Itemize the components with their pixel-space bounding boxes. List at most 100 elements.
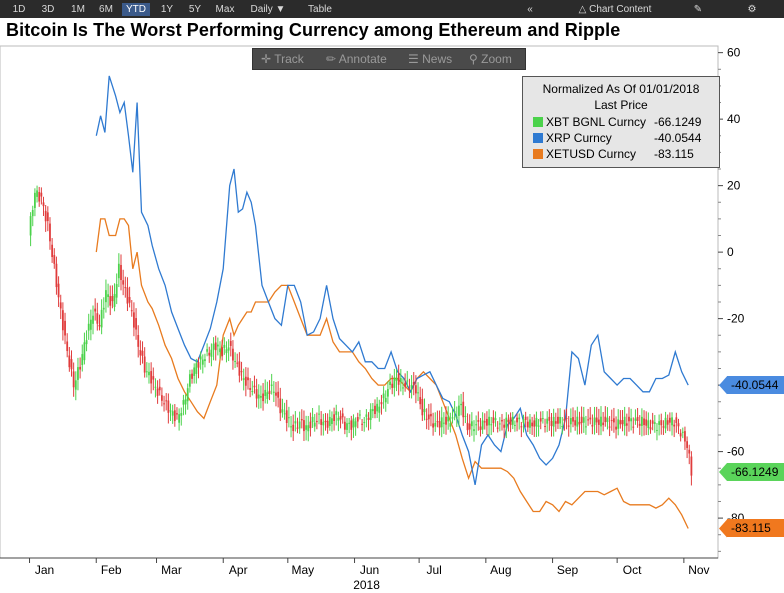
xbt-candle-body (550, 420, 553, 426)
xbt-candle-body (180, 413, 183, 416)
xbt-candle-body (690, 456, 693, 476)
chart-icon: △ (578, 4, 587, 15)
x-tick-label: Jun (360, 563, 379, 577)
range-button-5y[interactable]: 5Y (188, 4, 202, 15)
xbt-candle-body (219, 348, 221, 353)
range-button-1m[interactable]: 1M (71, 4, 85, 15)
range-button-max[interactable]: Max (215, 4, 235, 15)
xbt-candle-body (595, 417, 598, 423)
xbt-candle-body (350, 420, 353, 430)
xbt-candle-body (640, 416, 643, 426)
settings-gear-icon[interactable]: ⚙ (747, 4, 757, 15)
xbt-candle-body (440, 417, 443, 428)
xbt-candle-body (42, 202, 45, 207)
xbt-candle-body (436, 421, 439, 423)
xbt-candle-body (681, 431, 684, 433)
xbt-candle-body (486, 418, 488, 426)
track-tool[interactable]: ✛ Track (261, 49, 304, 69)
xbt-candle-body (352, 418, 355, 428)
crosshair-icon: ✛ (261, 52, 272, 66)
xbt-candle-body (496, 427, 499, 429)
xbt-candle-body (524, 416, 527, 420)
range-button-3d[interactable]: 3D (41, 4, 55, 15)
xbt-candle-body (492, 417, 495, 424)
xbt-candle-body (341, 413, 344, 418)
xbt-candle-body (658, 421, 661, 425)
xbt-last-tag-pointer (719, 462, 727, 481)
xbt-candle-body (234, 361, 236, 363)
xbt-candle-body (216, 344, 219, 347)
xbt-candle-body (656, 429, 658, 431)
xbt-candle-body (163, 403, 165, 405)
period-dropdown[interactable]: Daily ▼ (244, 3, 292, 16)
xbt-candle-body (122, 280, 125, 285)
xbt-candle-body (419, 397, 422, 405)
xbt-candle-body (559, 416, 562, 424)
xbt-candle-body (466, 422, 469, 431)
xbt-candle-body (688, 449, 691, 454)
table-button[interactable]: Table (308, 4, 332, 15)
track-label: Track (274, 52, 304, 66)
annotate-tool[interactable]: ✏ Annotate (326, 49, 387, 69)
range-button-6m[interactable]: 6M (99, 4, 113, 15)
xbt-candle-body (135, 318, 137, 330)
y-tick-label: 20 (727, 179, 741, 193)
xbt-candle-body (432, 423, 435, 428)
xbt-candle-body (516, 417, 518, 423)
xbt-candle-body (513, 424, 516, 426)
xbt-swatch (533, 117, 543, 127)
xbt-candle-body (552, 416, 555, 427)
xbt-candle-body (402, 387, 404, 389)
news-tool[interactable]: ☰ News (408, 49, 452, 69)
xbt-candle-body (176, 413, 178, 415)
annotation-toolbar: ✛ Track ✏ Annotate ☰ News ⚲ Zoom (252, 48, 526, 70)
xbt-candle-body (305, 425, 308, 430)
collapse-icon[interactable]: « (527, 4, 533, 15)
xbt-candle-body (449, 423, 452, 427)
xbt-candle-body (660, 420, 663, 426)
xbt-candle-body (511, 416, 514, 425)
xbt-candle-body (184, 399, 187, 405)
xbt-candle-body (214, 342, 217, 351)
y-tick-label: 60 (727, 46, 741, 60)
zoom-tool[interactable]: ⚲ Zoom (469, 49, 512, 69)
xbt-candle-body (684, 431, 686, 442)
zoom-label: Zoom (481, 52, 512, 66)
range-button-1d[interactable]: 1D (12, 4, 26, 15)
xbt-candle-body (51, 244, 54, 258)
xbt-candle-body (395, 377, 398, 381)
xbt-candle-body (337, 417, 340, 421)
xbt-candle-body (303, 420, 305, 432)
xbt-candle-body (634, 418, 637, 421)
xbt-candle-body (647, 420, 650, 428)
xbt-candle-body (587, 419, 589, 421)
eth-last-tag: -83.115 (727, 519, 784, 538)
range-button-ytd[interactable]: YTD (122, 3, 150, 16)
xbt-candle-body (533, 420, 536, 427)
chart-title: Bitcoin Is The Worst Performing Currency… (6, 20, 621, 40)
xbt-candle-body (171, 411, 174, 416)
xbt-candle-body (158, 386, 161, 391)
xbt-candle-body (294, 421, 297, 424)
xbt-candle-body (298, 421, 301, 429)
chart-content-button[interactable]: △ Chart Content (560, 3, 670, 16)
xbt-candle-body (240, 371, 243, 373)
xbt-candle-body (677, 423, 680, 427)
xbt-candle-body (582, 417, 585, 423)
xbt-candle-body (300, 418, 303, 421)
xbt-candle-body (70, 359, 73, 370)
edit-icon[interactable]: ✎ (693, 4, 703, 15)
x-tick-label: Mar (161, 563, 182, 577)
xbt-candle-body (387, 389, 389, 397)
xbt-candle-body (272, 391, 275, 393)
xbt-candle-body (290, 426, 292, 428)
xbt-candle-body (391, 383, 394, 388)
xbt-candle-body (57, 283, 60, 298)
xbt-candle-body (526, 421, 529, 428)
xbt-candle-body (255, 389, 258, 399)
xbt-candle-body (68, 355, 71, 368)
xbt-candle-body (602, 422, 605, 426)
xbt-candle-body (111, 296, 114, 302)
range-button-1y[interactable]: 1Y (160, 4, 174, 15)
xbt-candle-body (666, 420, 669, 425)
